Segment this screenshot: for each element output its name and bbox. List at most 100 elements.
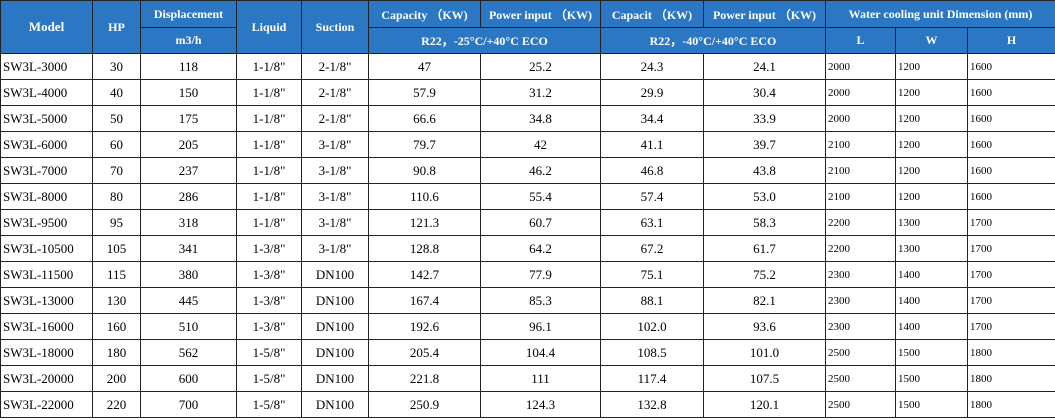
cell-suction: 2-1/8" [301, 105, 369, 132]
cell-dim-l: 2500 [825, 365, 896, 392]
header-liquid: Liquid [236, 0, 302, 54]
cell-dim-h: 1600 [967, 53, 1055, 80]
cell-hp: 200 [92, 365, 141, 392]
cell-displacement: 510 [140, 313, 237, 340]
cell-power-input-1: 55.4 [480, 183, 601, 210]
header-suction: Suction [301, 0, 369, 54]
cell-hp: 160 [92, 313, 141, 340]
cell-hp: 180 [92, 339, 141, 366]
cell-hp: 80 [92, 183, 141, 210]
cell-hp: 105 [92, 235, 141, 262]
cell-displacement: 237 [140, 157, 237, 184]
cell-liquid: 1-3/8" [236, 287, 302, 314]
cell-dim-l: 2300 [825, 287, 896, 314]
cell-liquid: 1-3/8" [236, 313, 302, 340]
cell-suction: DN100 [301, 339, 369, 366]
cell-dim-w: 1200 [895, 53, 968, 80]
cell-power-input-2: 30.4 [703, 79, 826, 106]
cell-capacity-1: 250.9 [368, 391, 481, 418]
cell-liquid: 1-1/8" [236, 79, 302, 106]
cell-suction: 3-1/8" [301, 183, 369, 210]
header-power-input-1: Power input （KW) [480, 0, 601, 28]
header-dim-w: W [895, 27, 968, 54]
cell-liquid: 1-1/8" [236, 183, 302, 210]
cell-power-input-1: 77.9 [480, 261, 601, 288]
table-row: SW3L-9500 95 318 1-1/8" 3-1/8" 121.3 60.7 63.1 5… [0, 209, 1055, 236]
cell-displacement: 600 [140, 365, 237, 392]
cell-power-input-1: 85.3 [480, 287, 601, 314]
cell-power-input-1: 46.2 [480, 157, 601, 184]
header-dim-l: L [825, 27, 896, 54]
cell-power-input-2: 120.1 [703, 391, 826, 418]
cell-capacity-2: 63.1 [600, 209, 704, 236]
cell-capacity-1: 121.3 [368, 209, 481, 236]
cell-power-input-1: 60.7 [480, 209, 601, 236]
cell-dim-w: 1200 [895, 105, 968, 132]
cell-power-input-2: 43.8 [703, 157, 826, 184]
cell-liquid: 1-1/8" [236, 53, 302, 80]
cell-power-input-1: 111 [480, 365, 601, 392]
cell-power-input-2: 58.3 [703, 209, 826, 236]
cell-power-input-2: 24.1 [703, 53, 826, 80]
cell-power-input-1: 42 [480, 131, 601, 158]
table-row: SW3L-7000 70 237 1-1/8" 3-1/8" 90.8 46.2 46.8 43… [0, 157, 1055, 184]
header-condition-1: R22，-25°C/+40°C ECO [368, 27, 601, 54]
cell-capacity-1: 79.7 [368, 131, 481, 158]
table-row: SW3L-5000 50 175 1-1/8" 2-1/8" 66.6 34.8 34.4 33… [0, 105, 1055, 132]
cell-model: SW3L-5000 [0, 105, 93, 132]
cell-dim-h: 1700 [967, 313, 1055, 340]
table-row: SW3L-10500 105 341 1-3/8" 3-1/8" 128.8 64.2 67.… [0, 235, 1055, 262]
cell-dim-w: 1400 [895, 313, 968, 340]
cell-dim-w: 1200 [895, 79, 968, 106]
cell-dim-h: 1700 [967, 235, 1055, 262]
cell-liquid: 1-5/8" [236, 365, 302, 392]
table-row: SW3L-20000 200 600 1-5/8" DN100 221.8 111 117.4… [0, 365, 1055, 392]
cell-dim-w: 1400 [895, 287, 968, 314]
cell-hp: 130 [92, 287, 141, 314]
cell-suction: 3-1/8" [301, 157, 369, 184]
cell-model: SW3L-7000 [0, 157, 93, 184]
cell-model: SW3L-9500 [0, 209, 93, 236]
cell-model: SW3L-16000 [0, 313, 93, 340]
cell-model: SW3L-20000 [0, 365, 93, 392]
cell-power-input-2: 107.5 [703, 365, 826, 392]
cell-suction: DN100 [301, 391, 369, 418]
cell-dim-l: 2000 [825, 79, 896, 106]
cell-dim-l: 2100 [825, 183, 896, 210]
cell-power-input-2: 61.7 [703, 235, 826, 262]
table-body: SW3L-3000 30 118 1-1/8" 2-1/8" 47 25.2 24.3 24.1… [0, 53, 1055, 418]
cell-liquid: 1-3/8" [236, 235, 302, 262]
cell-dim-w: 1300 [895, 209, 968, 236]
cell-hp: 50 [92, 105, 141, 132]
cell-capacity-1: 66.6 [368, 105, 481, 132]
cell-displacement: 562 [140, 339, 237, 366]
table-row: SW3L-4000 40 150 1-1/8" 2-1/8" 57.9 31.2 29.9 30… [0, 79, 1055, 106]
cell-capacity-2: 46.8 [600, 157, 704, 184]
cell-capacity-1: 47 [368, 53, 481, 80]
cell-model: SW3L-22000 [0, 391, 93, 418]
table-row: SW3L-11500 115 380 1-3/8" DN100 142.7 77.9 75.1… [0, 261, 1055, 288]
cell-capacity-1: 221.8 [368, 365, 481, 392]
cell-dim-h: 1600 [967, 105, 1055, 132]
cell-capacity-2: 34.4 [600, 105, 704, 132]
cell-power-input-2: 39.7 [703, 131, 826, 158]
cell-dim-w: 1500 [895, 365, 968, 392]
cell-capacity-2: 67.2 [600, 235, 704, 262]
cell-model: SW3L-6000 [0, 131, 93, 158]
cell-dim-h: 1700 [967, 261, 1055, 288]
cell-hp: 220 [92, 391, 141, 418]
cell-suction: DN100 [301, 261, 369, 288]
cell-power-input-1: 124.3 [480, 391, 601, 418]
cell-liquid: 1-1/8" [236, 157, 302, 184]
cell-power-input-2: 53.0 [703, 183, 826, 210]
cell-capacity-1: 142.7 [368, 261, 481, 288]
cell-dim-l: 2500 [825, 391, 896, 418]
cell-capacity-1: 57.9 [368, 79, 481, 106]
cell-capacity-1: 205.4 [368, 339, 481, 366]
cell-displacement: 341 [140, 235, 237, 262]
cell-displacement: 205 [140, 131, 237, 158]
cell-displacement: 175 [140, 105, 237, 132]
cell-dim-l: 2300 [825, 261, 896, 288]
cell-dim-h: 1600 [967, 131, 1055, 158]
